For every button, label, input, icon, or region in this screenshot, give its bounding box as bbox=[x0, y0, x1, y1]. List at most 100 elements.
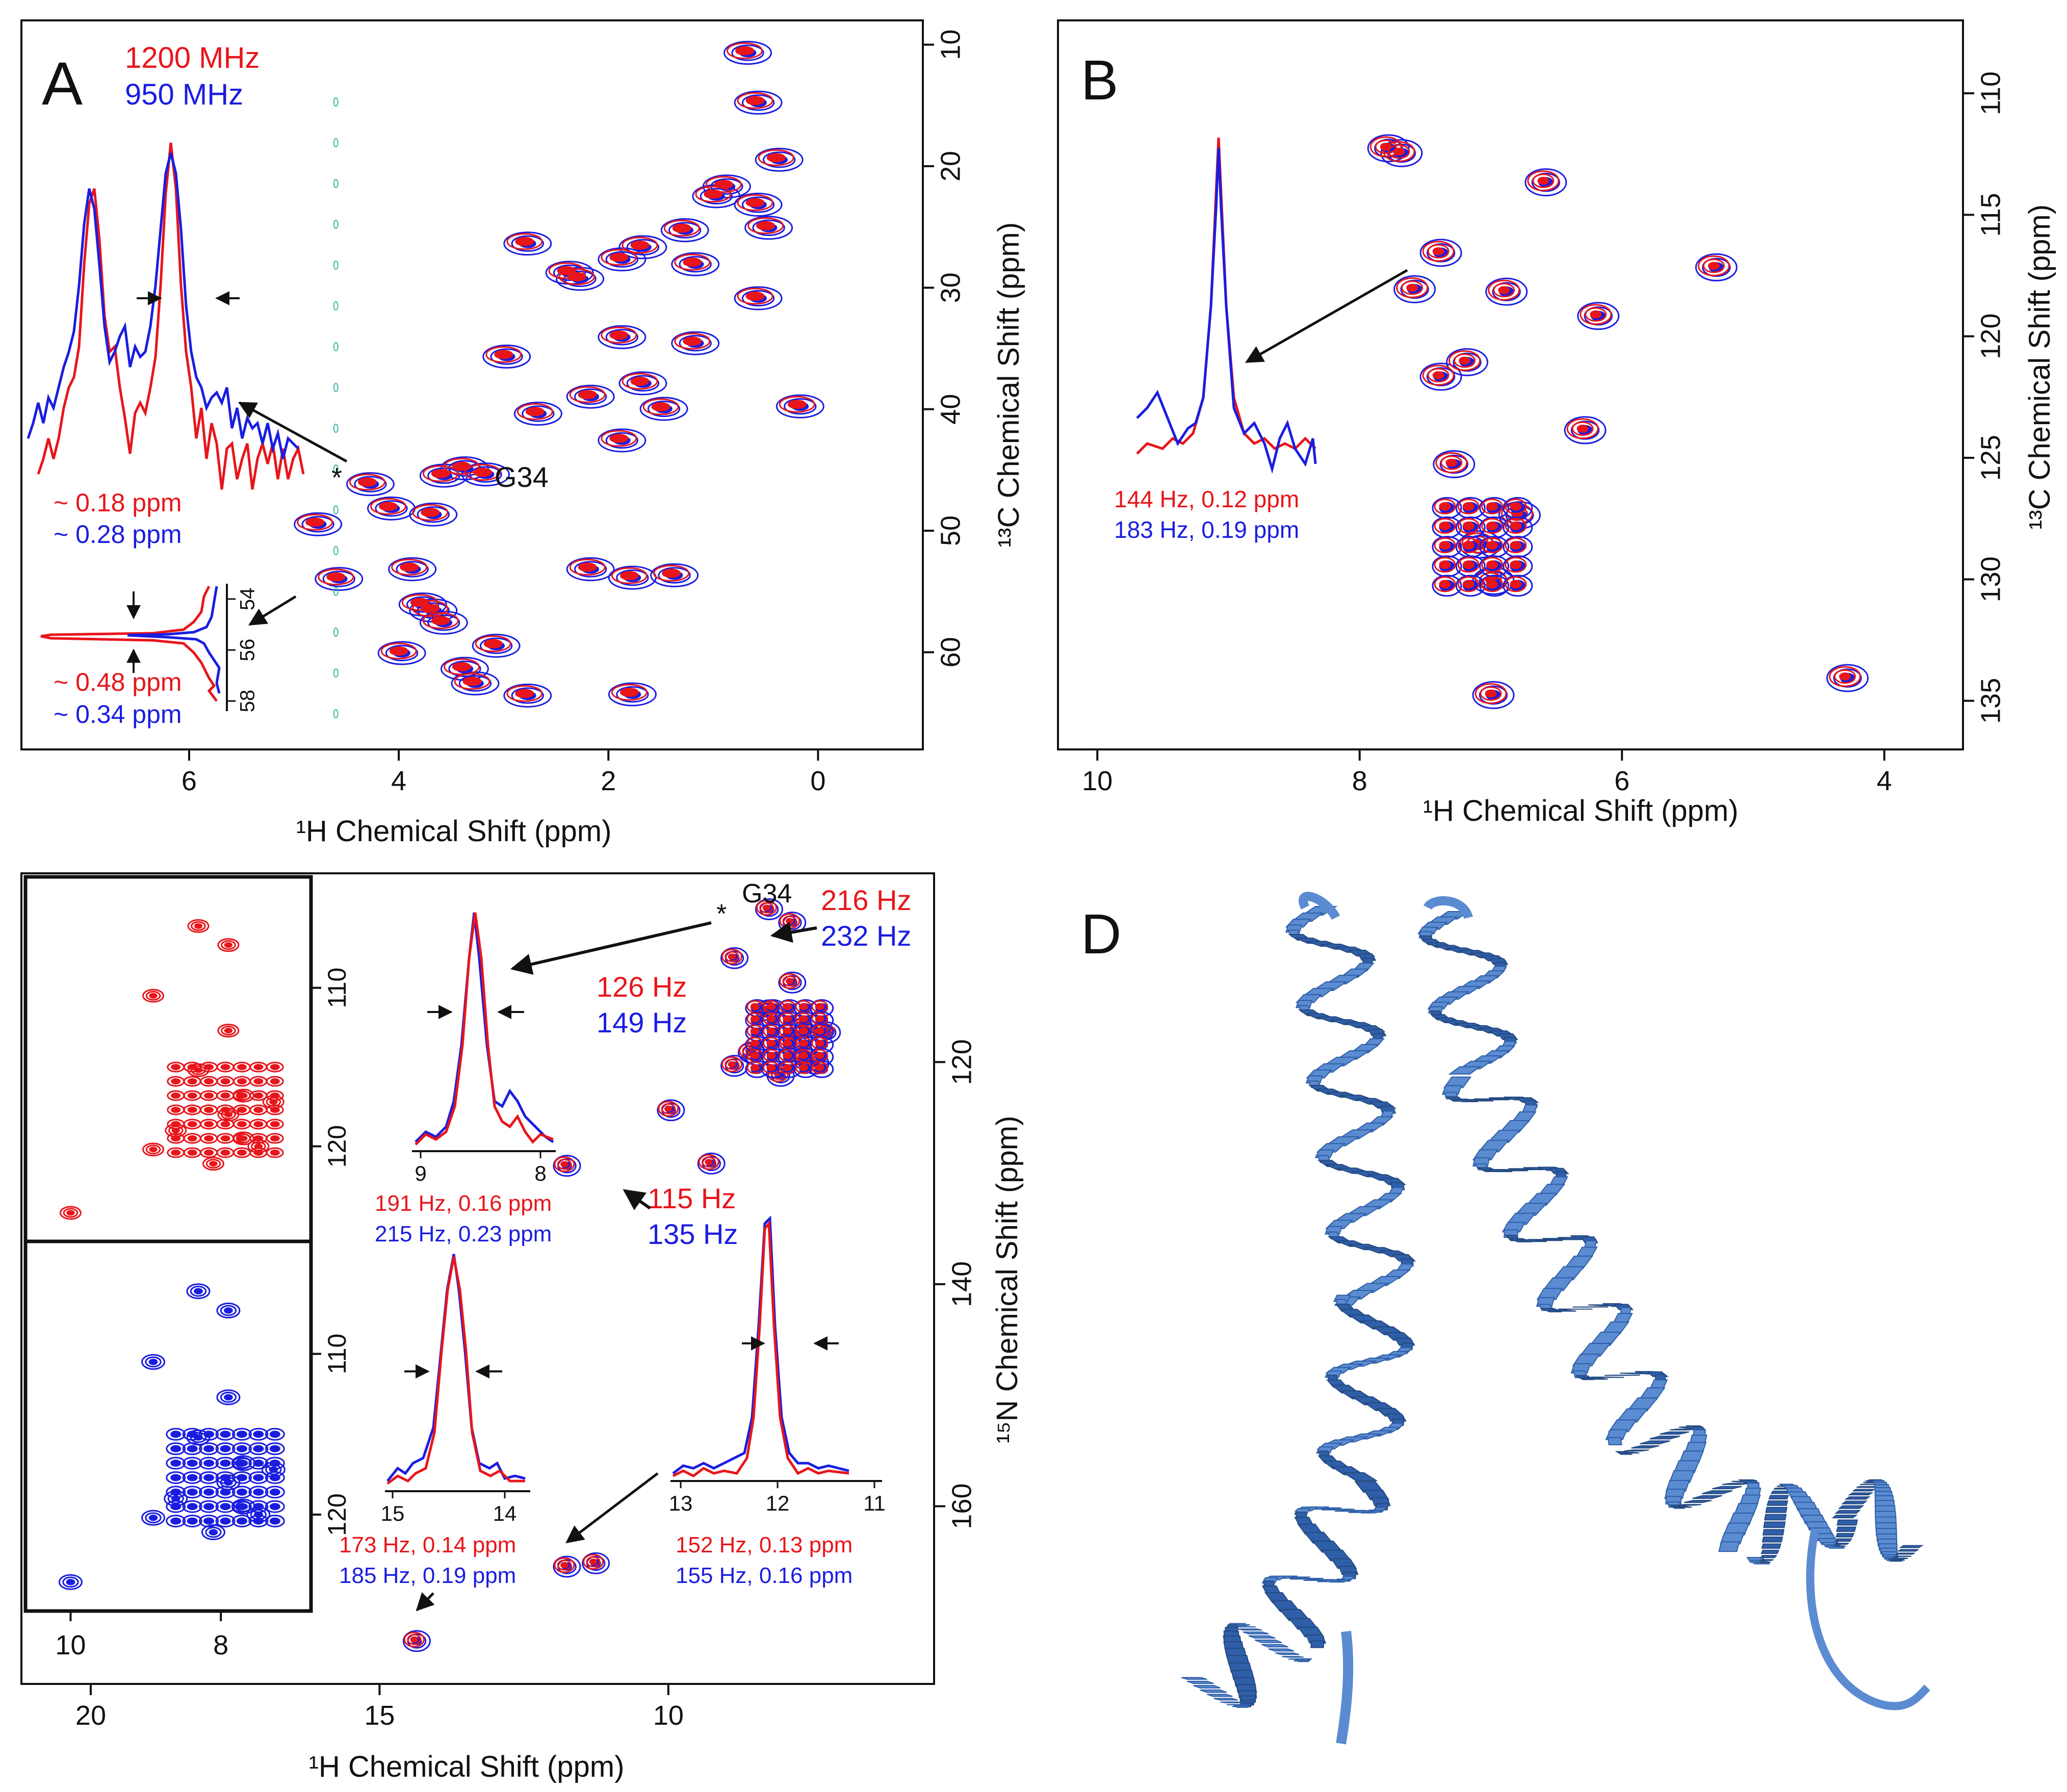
subpanel-red-cluster-contour bbox=[253, 1064, 264, 1071]
helix-right-segment bbox=[1852, 1489, 1875, 1492]
peak-a-1200-contour bbox=[727, 42, 763, 60]
helix-right-segment bbox=[1766, 1500, 1789, 1506]
peak-a-950-contour bbox=[417, 506, 450, 523]
helix-right-segment bbox=[1770, 1490, 1790, 1494]
water-artifact bbox=[333, 505, 339, 514]
peak-b-950-contour bbox=[1419, 239, 1462, 267]
peak-a-950-contour bbox=[755, 147, 804, 172]
peak-a-1200-contour bbox=[745, 198, 765, 207]
subpanel-blue-cluster-contour bbox=[203, 1460, 215, 1467]
subpanel-red-peak-contour bbox=[205, 1159, 221, 1169]
subpanel-blue-cluster-contour bbox=[231, 1442, 252, 1456]
helix-right-segment bbox=[1640, 1440, 1670, 1444]
peak-a-1200-contour bbox=[622, 237, 658, 254]
peak-a-1200-contour bbox=[683, 336, 702, 346]
inset-b-pointer-arrow bbox=[1245, 269, 1408, 363]
peak-c-950-contour bbox=[553, 1555, 581, 1578]
subpanel-blue-peak-contour bbox=[190, 1285, 207, 1297]
subpanel-blue-peak-contour bbox=[216, 1303, 241, 1319]
peak-c-1200-contour bbox=[785, 978, 794, 984]
subpanel-red-cluster-contour bbox=[270, 1106, 280, 1113]
helix-right-segment bbox=[1542, 1277, 1574, 1291]
helix-right-segment bbox=[1763, 1521, 1786, 1528]
subpanel-red-cluster-contour bbox=[237, 1121, 247, 1127]
helix-left-segment bbox=[1334, 1510, 1367, 1512]
subpanel-blue-cluster-contour bbox=[215, 1514, 236, 1527]
inset-c3-ticks: 13 12 11 bbox=[669, 1481, 886, 1515]
subpanel-blue-peak bbox=[141, 1354, 166, 1370]
subpanel-blue-cluster-contour bbox=[265, 1427, 285, 1441]
subpanel-blue-peak-contour bbox=[145, 1512, 162, 1524]
helix-right-segment bbox=[1461, 1099, 1494, 1102]
peak-a-950-contour bbox=[605, 329, 638, 346]
subpanel-red-cluster-contour bbox=[266, 1104, 284, 1115]
subpanel-red-cluster-contour bbox=[204, 1149, 214, 1156]
peak-c-cluster-1200-contour bbox=[815, 1052, 824, 1059]
peak-a-1200-contour bbox=[475, 635, 511, 653]
subpanel-blue-cluster bbox=[182, 1500, 202, 1513]
inset-a2-red-label: ~ 0.48 ppm bbox=[54, 668, 182, 696]
subpanel-x-tick-label: 8 bbox=[213, 1630, 228, 1660]
subpanel-blue-cluster-contour bbox=[166, 1471, 186, 1484]
subpanel-blue-peak-contour bbox=[58, 1574, 83, 1590]
peak-a-1200 bbox=[642, 398, 679, 415]
peak-a-1200-contour bbox=[516, 403, 553, 420]
peak-a-1200 bbox=[380, 642, 417, 660]
subpanel-blue-cluster bbox=[166, 1514, 186, 1527]
peak-a-950-contour bbox=[605, 432, 638, 449]
subpanel-blue-cluster bbox=[265, 1471, 285, 1484]
panel-c-ylabel: ¹⁵N Chemical Shift (ppm) bbox=[991, 1116, 1024, 1444]
subpanel-blue-cluster-contour bbox=[220, 1517, 231, 1525]
panel-c-frame bbox=[20, 872, 935, 1685]
helix-right-segment bbox=[1474, 1098, 1510, 1101]
peak-a-1200-contour bbox=[622, 373, 658, 390]
peak-b-1200-contour bbox=[1697, 255, 1730, 276]
panel-a-y-tick-label: 30 bbox=[935, 272, 966, 303]
helix-right-segment bbox=[1624, 1449, 1649, 1452]
subpanel-blue-cluster bbox=[182, 1486, 202, 1499]
subpanel-blue-cluster bbox=[265, 1427, 285, 1441]
peak-b-1200-contour bbox=[1396, 277, 1429, 298]
subpanel-blue-cluster-contour bbox=[203, 1517, 215, 1525]
peak-a-1200-contour bbox=[735, 46, 755, 56]
subpanel-red-peak bbox=[142, 989, 165, 1003]
subpanel-blue-peak-contour bbox=[224, 1394, 233, 1400]
peak-b-1200-contour bbox=[1440, 455, 1463, 470]
subpanel-blue-cluster-contour bbox=[265, 1486, 285, 1499]
peak-c-cluster-1200-contour bbox=[750, 1052, 760, 1059]
peak-c-cluster-1200-contour bbox=[815, 1015, 824, 1023]
peak-b-cluster-1200-contour bbox=[1481, 517, 1503, 534]
subpanel-red-peak-contour bbox=[202, 1157, 224, 1171]
inset-a2-blue-trace bbox=[127, 586, 221, 694]
subpanel-blue-cluster-contour bbox=[236, 1445, 247, 1452]
peak-b-cluster-1200 bbox=[1481, 557, 1503, 573]
subpanel-blue-peak-contour bbox=[220, 1305, 237, 1316]
peak-c-cluster-1200-contour bbox=[783, 1040, 792, 1047]
peak-c-1200 bbox=[721, 1056, 742, 1073]
peak-a-1200-contour bbox=[305, 517, 325, 527]
inset-a1-red-trace bbox=[37, 142, 305, 490]
peak-b-cluster-1200-contour bbox=[1481, 537, 1503, 554]
subpanel-blue-cluster-contour bbox=[187, 1460, 198, 1467]
helix-right-segment bbox=[1692, 1495, 1722, 1499]
peak-a-1200 bbox=[443, 658, 480, 676]
subpanel-blue-cluster-contour bbox=[182, 1442, 202, 1456]
peak-c-1200-contour bbox=[701, 1156, 716, 1168]
subpanel-blue-cluster bbox=[215, 1486, 236, 1499]
peak-a-1200-contour bbox=[318, 568, 354, 586]
peak-b-cluster-1200-contour bbox=[1510, 502, 1522, 511]
peak-b-1200 bbox=[1488, 279, 1520, 301]
inset-a2-ticks: 54 56 58 bbox=[227, 588, 259, 712]
peak-a-950-contour bbox=[752, 219, 785, 236]
peak-b-cluster-1200 bbox=[1457, 517, 1480, 534]
loop-top-left bbox=[1299, 892, 1340, 920]
subpanel-blue-cluster bbox=[182, 1427, 202, 1441]
inset-c2-pointer-arrow bbox=[416, 1592, 435, 1612]
helix-right-segment bbox=[1835, 1533, 1855, 1538]
panel-b-y-tick-label: 110 bbox=[1975, 71, 2006, 115]
subpanel-red-cluster-contour bbox=[171, 1121, 181, 1127]
subpanel-red-cluster-contour bbox=[171, 1149, 181, 1156]
peak-a-1200-contour bbox=[619, 571, 639, 581]
inset-a1-pointer-arrow bbox=[238, 401, 348, 463]
inset-c1-red-trace bbox=[415, 912, 554, 1146]
